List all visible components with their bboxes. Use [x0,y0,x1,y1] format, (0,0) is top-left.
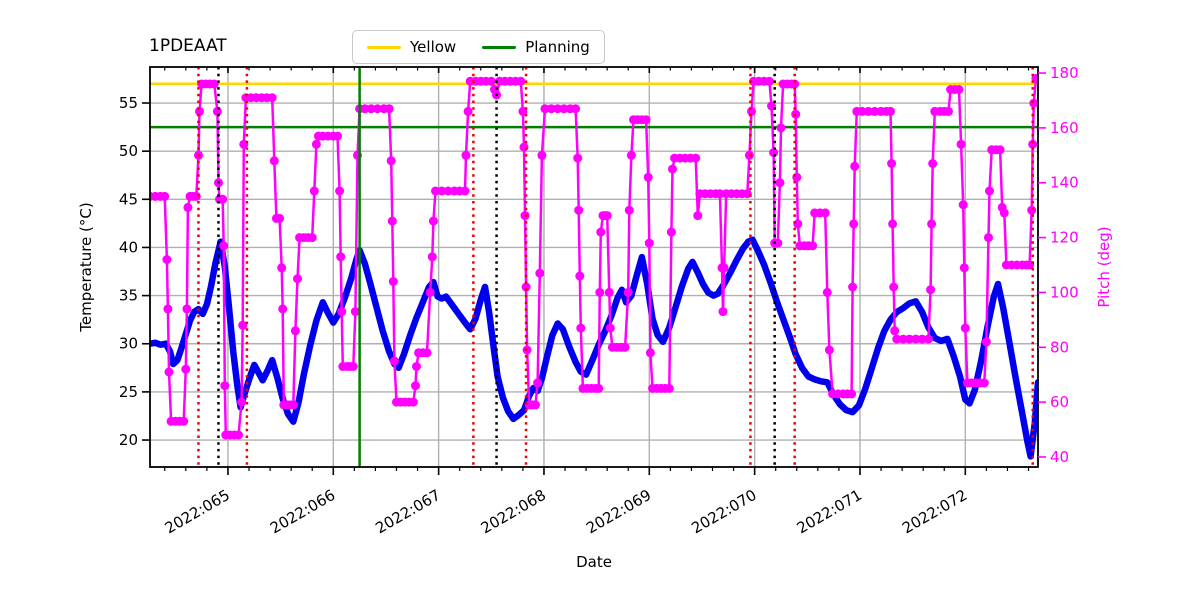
legend-item-planning: Planning [482,38,590,56]
svg-text:140: 140 [1050,174,1079,192]
svg-text:100: 100 [1050,283,1079,301]
legend: Yellow Planning [352,30,605,64]
svg-text:2022:069: 2022:069 [583,486,654,538]
svg-text:30: 30 [119,335,138,353]
reference-vertical-lines [197,67,1034,467]
limit-lines [150,82,1038,129]
y-axis-label-pitch: Pitch (deg) [1095,226,1113,308]
legend-label-yellow: Yellow [410,38,457,56]
svg-text:2022:067: 2022:067 [372,486,443,538]
svg-text:55: 55 [119,94,138,112]
temperature-series [150,236,1038,460]
svg-text:20: 20 [119,431,138,449]
svg-text:160: 160 [1050,119,1079,137]
x-axis-label: Date [576,553,612,571]
svg-text:2022:065: 2022:065 [162,486,233,538]
svg-text:80: 80 [1050,338,1069,356]
svg-text:180: 180 [1050,64,1079,82]
pitch-series [150,74,1038,440]
svg-text:45: 45 [119,190,138,208]
svg-text:2022:068: 2022:068 [478,486,549,538]
svg-text:40: 40 [119,238,138,256]
svg-text:2022:070: 2022:070 [688,486,759,538]
svg-text:2022:066: 2022:066 [267,486,338,538]
svg-text:2022:071: 2022:071 [794,486,865,538]
axes-spines [149,66,1039,468]
svg-text:40: 40 [1050,448,1069,466]
planning-line-swatch [482,45,517,49]
svg-text:50: 50 [119,142,138,160]
svg-text:60: 60 [1050,393,1069,411]
axes-ticks [142,67,1046,475]
y-axis-label-temperature: Temperature (°C) [77,202,95,332]
legend-label-planning: Planning [525,38,590,56]
chart-title: 1PDEAAT [149,36,227,56]
svg-text:120: 120 [1050,229,1079,247]
yellow-line-swatch [367,45,401,49]
legend-item-yellow: Yellow [367,38,456,56]
svg-text:25: 25 [119,383,138,401]
svg-text:2022:072: 2022:072 [899,486,970,538]
svg-text:35: 35 [119,287,138,305]
